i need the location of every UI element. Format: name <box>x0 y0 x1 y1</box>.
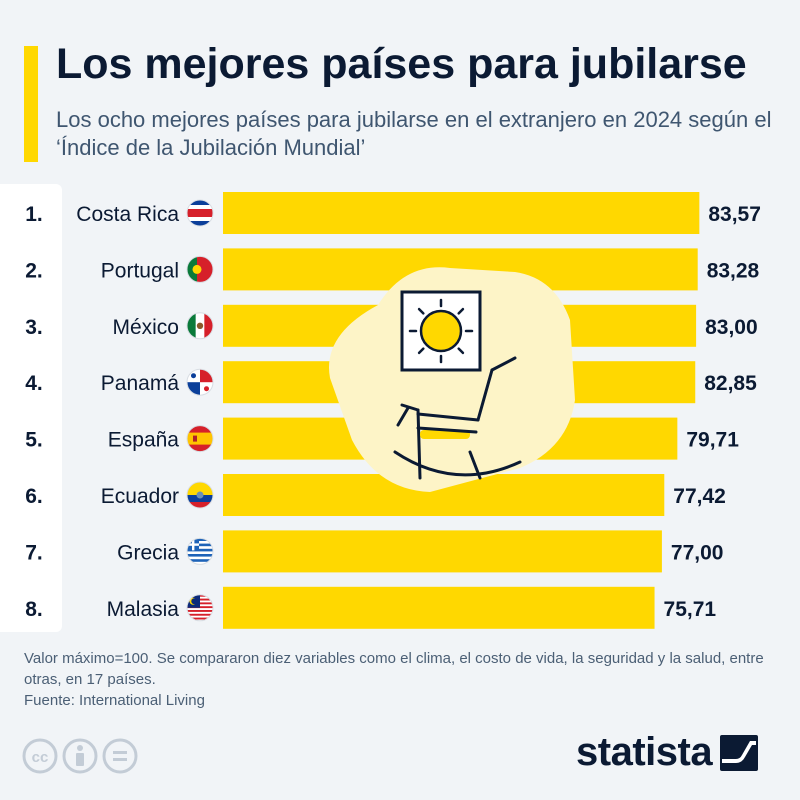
value-label-0: 83,57 <box>708 203 761 226</box>
sun-icon <box>400 290 482 372</box>
flag-malaysia-icon <box>186 594 214 622</box>
flag-ecuador-icon <box>186 481 214 509</box>
rocking-chair-icon <box>393 356 522 480</box>
rank-panel <box>0 184 62 632</box>
flag-portugal-icon <box>186 255 214 283</box>
rank-6: 7. <box>25 541 43 564</box>
rank-0: 1. <box>25 203 43 226</box>
rank-2: 3. <box>25 316 43 339</box>
flag-spain-icon <box>186 425 214 453</box>
page-subtitle: Los ocho mejores países para jubilarse e… <box>56 107 772 160</box>
rank-1: 2. <box>25 259 43 282</box>
statista-logo-icon <box>720 734 759 771</box>
category-label-7: Malasia <box>107 598 180 621</box>
value-label-4: 79,71 <box>686 429 739 452</box>
illustration-blob <box>329 267 575 492</box>
cc-icon[interactable]: cc <box>22 738 58 774</box>
category-label-3: Panamá <box>101 372 180 395</box>
category-label-4: España <box>108 429 180 452</box>
flag-panama-icon <box>186 368 214 396</box>
flag-greece-icon <box>186 537 214 565</box>
page-title: Los mejores países para jubilarse <box>56 40 747 88</box>
statista-logo[interactable]: statista <box>576 730 760 775</box>
chart-footnote: Valor máximo=100. Se compararon diez var… <box>24 650 764 688</box>
title-accent-bar <box>24 46 38 162</box>
no-derivatives-icon[interactable] <box>102 738 138 774</box>
flag-costa-rica-icon <box>186 199 214 227</box>
bar-0 <box>223 192 700 234</box>
rank-5: 6. <box>25 485 43 508</box>
value-label-2: 83,00 <box>705 316 758 339</box>
category-label-0: Costa Rica <box>76 203 179 226</box>
flag-mexico-icon <box>186 312 214 340</box>
value-label-3: 82,85 <box>704 372 757 395</box>
category-label-6: Grecia <box>117 541 179 564</box>
svg-text:cc: cc <box>32 749 49 766</box>
rank-4: 5. <box>25 429 43 452</box>
rank-3: 4. <box>25 372 43 395</box>
bar-chart: 83,57 83,28 83,00 82,85 79,71 77,42 77,00 75,71… <box>25 192 761 629</box>
rocking-chair-illustration <box>329 267 575 492</box>
attribution-icon[interactable] <box>62 738 98 774</box>
category-label-2: México <box>112 316 179 339</box>
category-label-5: Ecuador <box>101 485 179 508</box>
statista-logo-text: statista <box>576 730 713 774</box>
value-label-6: 77,00 <box>671 541 724 564</box>
category-label-1: Portugal <box>101 259 179 282</box>
value-label-5: 77,42 <box>673 485 726 508</box>
bar-7 <box>223 586 655 629</box>
license-icons: cc <box>22 738 138 774</box>
chart-source: Fuente: International Living <box>24 692 205 709</box>
rank-7: 8. <box>25 598 43 621</box>
value-label-7: 75,71 <box>664 598 717 621</box>
category-labels: 1. Costa Rica 2. Portugal 3. México 4. Panamá 5.… <box>25 199 214 622</box>
bar-6 <box>223 530 662 573</box>
value-label-1: 83,28 <box>707 259 760 282</box>
